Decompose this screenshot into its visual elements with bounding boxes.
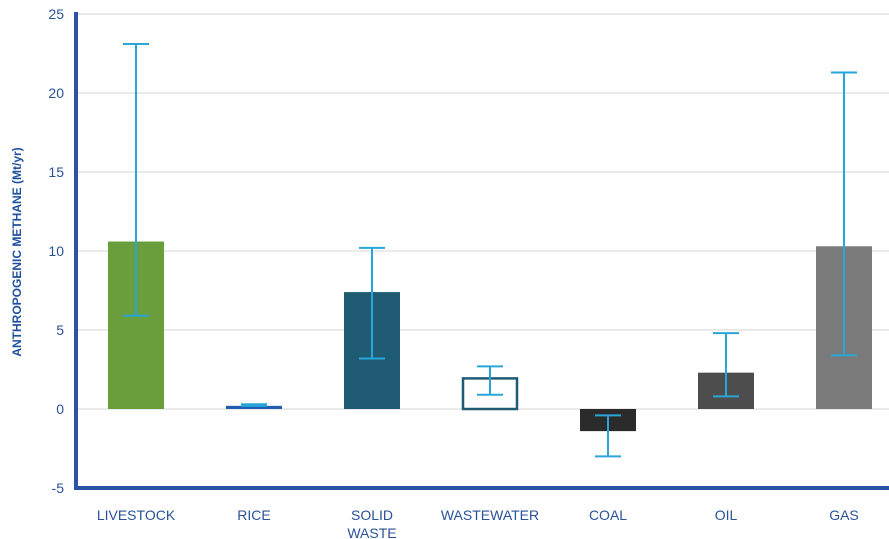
y-tick-label: 25 xyxy=(48,6,64,22)
y-tick-label: 5 xyxy=(56,322,64,338)
y-tick-label: 10 xyxy=(48,243,64,259)
category-label: SOLID xyxy=(351,507,393,523)
category-label: COAL xyxy=(589,507,627,523)
gridlines xyxy=(78,13,889,410)
y-tick-label: -5 xyxy=(52,480,65,496)
y-tick-label: 20 xyxy=(48,85,64,101)
category-label: WASTE xyxy=(347,525,396,539)
bar-rice xyxy=(226,405,282,409)
x-category-labels: LIVESTOCK RICE SOLID WASTE WASTEWATER COAL OIL… xyxy=(97,507,859,539)
category-label: GAS xyxy=(829,507,859,523)
y-axis-label: ANTHROPOGENIC METHANE (Mt/yr) xyxy=(10,147,24,356)
bars-layer xyxy=(108,241,872,432)
y-tick-labels: 25 20 15 10 5 0 -5 xyxy=(48,6,64,496)
y-tick-label: 0 xyxy=(56,401,64,417)
y-tick-label: 15 xyxy=(48,164,64,180)
category-label: LIVESTOCK xyxy=(97,507,176,523)
category-label: RICE xyxy=(237,507,270,523)
category-label: WASTEWATER xyxy=(441,507,539,523)
axes-layer xyxy=(74,12,889,490)
category-label: OIL xyxy=(715,507,738,523)
error-bars-layer xyxy=(123,43,857,458)
